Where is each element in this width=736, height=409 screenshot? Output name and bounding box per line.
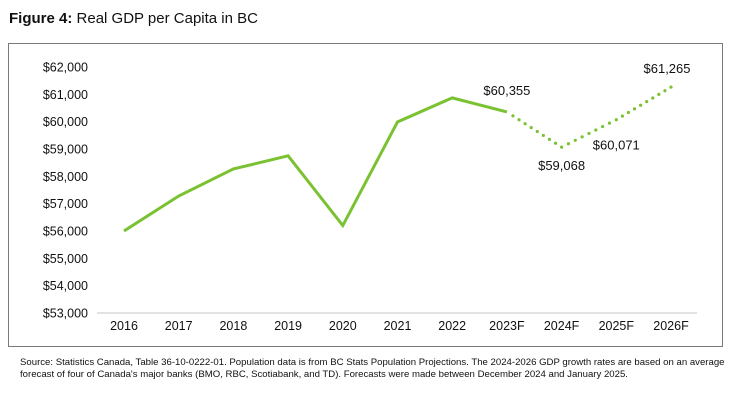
forecast-dot	[553, 141, 558, 145]
forecast-dot	[547, 137, 552, 141]
forecast-dot	[614, 118, 618, 122]
data-label: $60,071	[593, 138, 640, 153]
forecast-dot	[669, 85, 673, 89]
y-tick-label: $60,000	[43, 115, 88, 129]
x-tick-label: 2018	[219, 319, 247, 333]
forecast-dot	[645, 99, 649, 104]
series-line-actual	[123, 96, 508, 233]
y-tick-label: $56,000	[43, 225, 88, 239]
y-tick-label: $59,000	[43, 143, 88, 157]
x-tick-label: 2026F	[653, 319, 689, 333]
x-tick-label: 2023F	[489, 319, 525, 333]
forecast-dot	[607, 121, 612, 125]
y-tick-label: $53,000	[43, 307, 88, 321]
forecast-dot	[594, 128, 598, 132]
forecast-dot	[580, 135, 584, 139]
forecast-dot	[517, 118, 521, 122]
data-label: $59,068	[538, 158, 585, 173]
y-tick-label: $61,000	[43, 88, 88, 102]
y-tick-label: $62,000	[43, 61, 88, 75]
y-tick-label: $58,000	[43, 170, 88, 184]
data-labels: $60,355 $59,068 $60,071 $61,265	[483, 61, 690, 173]
figure-title: Figure 4: Real GDP per Capita in BC	[9, 10, 258, 27]
forecast-dot	[651, 96, 655, 100]
forecast-dot	[632, 107, 637, 111]
x-tick-label: 2024F	[544, 319, 580, 333]
x-tick-label: 2017	[165, 319, 193, 333]
series-group	[123, 85, 673, 233]
y-tick-label: $57,000	[43, 197, 88, 211]
forecast-dot	[587, 131, 591, 136]
forecast-dot	[626, 110, 631, 115]
forecast-dot	[560, 145, 564, 149]
figure-title-text: Real GDP per Capita in BC	[76, 10, 258, 27]
forecast-dot	[529, 125, 533, 130]
forecast-dot	[573, 138, 577, 142]
forecast-dot	[663, 89, 667, 93]
x-axis: 2016 2017 2018 2019 2020 2021 2022 2023F 2024F 20…	[110, 319, 689, 333]
x-tick-label: 2021	[384, 319, 412, 333]
x-tick-label: 2019	[274, 319, 302, 333]
x-tick-label: 2016	[110, 319, 138, 333]
forecast-dot	[511, 114, 515, 118]
x-tick-label: 2022	[438, 319, 466, 333]
forecast-dot	[620, 114, 624, 118]
figure-label: Figure 4:	[9, 10, 73, 27]
x-tick-label: 2025F	[599, 319, 635, 333]
data-label: $60,355	[483, 83, 530, 98]
source-note: Source: Statistics Canada, Table 36-10-0…	[20, 357, 725, 381]
y-tick-label: $54,000	[43, 279, 88, 293]
y-tick-label: $55,000	[43, 252, 88, 266]
forecast-dot	[523, 122, 527, 126]
data-label: $61,265	[644, 61, 691, 76]
forecast-dot	[601, 124, 605, 129]
chart-frame	[8, 43, 723, 347]
forecast-dot	[639, 103, 643, 107]
forecast-dot	[541, 133, 545, 138]
forecast-dot	[566, 142, 571, 146]
forecast-dot	[657, 92, 661, 96]
series-line-forecast	[511, 85, 673, 149]
x-tick-label: 2020	[329, 319, 357, 333]
y-axis: $53,000 $54,000 $55,000 $56,000 $57,000 $58,0…	[43, 61, 88, 321]
forecast-dot	[535, 129, 539, 134]
